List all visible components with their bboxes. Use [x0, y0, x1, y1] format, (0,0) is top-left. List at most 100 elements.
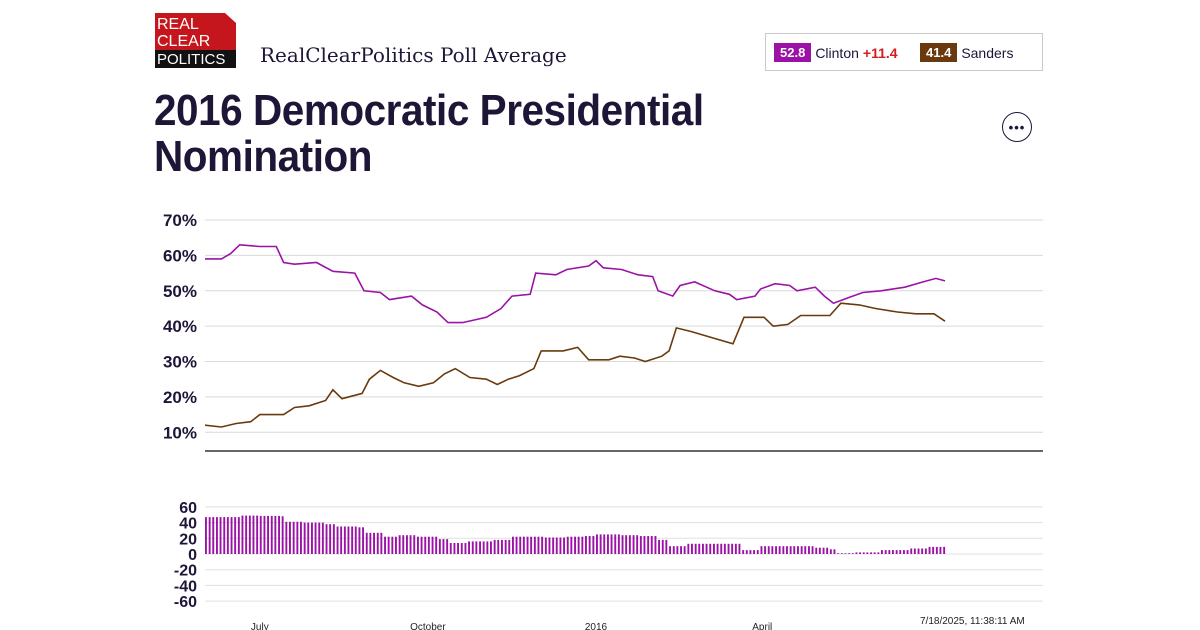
spread-bar — [442, 539, 445, 554]
spread-bar — [526, 536, 529, 554]
spread-bar — [512, 536, 514, 554]
spread-bar — [464, 543, 467, 554]
spread-bar — [274, 515, 277, 554]
spread-bar — [939, 546, 942, 554]
y-tick-label: 50% — [163, 282, 197, 301]
spread-bar — [248, 515, 251, 554]
more-options-button[interactable]: ••• — [1002, 112, 1032, 142]
spread-bar — [343, 526, 346, 554]
spread-bar — [307, 522, 310, 554]
spread-bar — [329, 524, 332, 554]
spread-bar — [555, 537, 558, 554]
spread-bar — [928, 546, 931, 554]
spread-bar — [424, 536, 427, 554]
spread-bar — [625, 535, 628, 554]
spread-bar — [373, 532, 375, 554]
spread-bar — [935, 546, 938, 554]
spread-bar — [358, 527, 361, 554]
spread-bar — [490, 541, 492, 554]
spread-bar — [654, 536, 657, 554]
spread-bar — [877, 552, 880, 554]
spread-bar — [493, 539, 496, 554]
spread-bar — [522, 536, 525, 554]
spread-bar — [398, 535, 401, 554]
spread-bar — [786, 546, 788, 554]
spread-bar — [592, 536, 595, 554]
spread-bar — [822, 547, 825, 554]
spread-bar — [226, 517, 229, 554]
brand-title: RealClearPolitics Poll Average — [260, 43, 567, 67]
spread-bar — [924, 548, 927, 554]
spread-bar — [252, 515, 255, 554]
spread-bar — [797, 546, 799, 554]
clinton-spread: +11.4 — [862, 44, 898, 61]
spread-bar — [723, 543, 726, 554]
spread-bar — [413, 535, 416, 554]
spread-bar — [245, 515, 248, 554]
spread-bar — [519, 536, 522, 554]
spread-y-tick-label: 0 — [188, 547, 197, 564]
spread-bar — [354, 526, 357, 554]
spread-bar — [566, 536, 569, 554]
ellipsis-icon: ••• — [1008, 119, 1026, 135]
spread-bar — [391, 536, 394, 554]
spread-bar — [881, 550, 883, 554]
spread-bar — [216, 517, 218, 554]
spread-bar — [888, 550, 891, 554]
spread-bar — [793, 546, 796, 554]
sanders-value-badge: 41.4 — [920, 43, 958, 62]
spread-bar — [691, 543, 693, 554]
spread-bar — [778, 546, 781, 554]
spread-bar — [745, 550, 748, 554]
spread-bar — [855, 552, 858, 554]
spread-bar — [453, 543, 456, 554]
clinton-name: Clinton — [815, 44, 859, 61]
spread-bar — [859, 552, 861, 554]
spread-bar — [303, 522, 306, 554]
spread-bar — [537, 536, 540, 554]
spread-bar — [727, 543, 730, 554]
spread-bar — [698, 543, 701, 554]
y-tick-label: 30% — [163, 353, 197, 372]
spread-bar — [314, 522, 317, 554]
y-tick-label: 20% — [163, 388, 197, 407]
spread-bar — [789, 546, 792, 554]
legend-item-sanders[interactable]: 41.4 Sanders — [920, 43, 1013, 62]
spread-bar — [921, 548, 924, 554]
spread-bar — [764, 546, 766, 554]
spread-bar — [917, 548, 920, 554]
logo-line-2: CLEAR — [157, 33, 210, 50]
spread-bar — [325, 524, 328, 554]
spread-bar — [256, 515, 259, 554]
x-axis: July October 2016 April — [251, 622, 772, 630]
logo-line-3: POLITICS — [157, 51, 225, 68]
spread-bar — [884, 550, 887, 554]
spread-bar — [903, 550, 905, 554]
spread-bar — [515, 536, 518, 554]
spread-bar — [771, 546, 774, 554]
spread-bar — [808, 546, 810, 554]
spread-bar — [497, 539, 500, 554]
spread-bar — [504, 539, 507, 554]
spread-bar — [395, 536, 397, 554]
spread-bar — [362, 527, 364, 554]
spread-bar — [457, 543, 459, 554]
spread-bar — [837, 553, 840, 554]
spread-bar — [694, 543, 697, 554]
spread-bar — [775, 546, 777, 554]
spread-bar — [669, 546, 671, 554]
spread-bar — [680, 546, 682, 554]
spread-bar — [376, 532, 379, 554]
spread-bar — [548, 537, 551, 554]
spread-bar — [870, 552, 872, 554]
spread-bar — [734, 543, 737, 554]
spread-bar — [438, 539, 441, 554]
spread-bar — [552, 537, 555, 554]
legend-item-clinton[interactable]: 52.8 Clinton +11.4 — [774, 43, 898, 62]
spread-y-tick-label: -60 — [174, 594, 197, 611]
logo-bottom-band — [155, 50, 236, 68]
spread-bar — [292, 521, 295, 554]
spread-bar — [672, 546, 675, 554]
